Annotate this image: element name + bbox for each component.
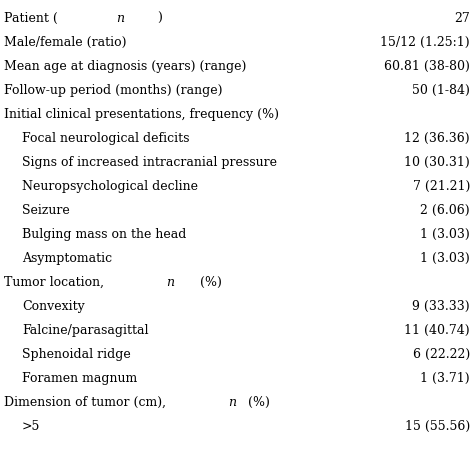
Text: Male/female (ratio): Male/female (ratio) <box>4 36 127 49</box>
Text: 7 (21.21): 7 (21.21) <box>413 180 470 193</box>
Text: Tumor location,: Tumor location, <box>4 276 108 289</box>
Text: 1 (3.03): 1 (3.03) <box>420 228 470 241</box>
Text: n: n <box>228 396 237 409</box>
Text: ): ) <box>157 12 162 25</box>
Text: Patient (: Patient ( <box>4 12 58 25</box>
Text: 1 (3.03): 1 (3.03) <box>420 252 470 265</box>
Text: Bulging mass on the head: Bulging mass on the head <box>22 228 186 241</box>
Text: 6 (22.22): 6 (22.22) <box>413 348 470 361</box>
Text: Signs of increased intracranial pressure: Signs of increased intracranial pressure <box>22 156 277 169</box>
Text: Mean age at diagnosis (years) (range): Mean age at diagnosis (years) (range) <box>4 60 246 73</box>
Text: n: n <box>116 12 124 25</box>
Text: Foramen magnum: Foramen magnum <box>22 372 137 385</box>
Text: 50 (1-84): 50 (1-84) <box>412 84 470 97</box>
Text: 2 (6.06): 2 (6.06) <box>420 204 470 217</box>
Text: (%): (%) <box>196 276 222 289</box>
Text: Convexity: Convexity <box>22 300 85 313</box>
Text: 12 (36.36): 12 (36.36) <box>404 132 470 145</box>
Text: 1 (3.71): 1 (3.71) <box>420 372 470 385</box>
Text: Neuropsychological decline: Neuropsychological decline <box>22 180 198 193</box>
Text: 27: 27 <box>454 12 470 25</box>
Text: 60.81 (38-80): 60.81 (38-80) <box>384 60 470 73</box>
Text: 10 (30.31): 10 (30.31) <box>404 156 470 169</box>
Text: Falcine/parasagittal: Falcine/parasagittal <box>22 324 148 337</box>
Text: Dimension of tumor (cm),: Dimension of tumor (cm), <box>4 396 170 409</box>
Text: Seizure: Seizure <box>22 204 70 217</box>
Text: Initial clinical presentations, frequency (%): Initial clinical presentations, frequenc… <box>4 108 279 121</box>
Text: 11 (40.74): 11 (40.74) <box>404 324 470 337</box>
Text: 15/12 (1.25:1): 15/12 (1.25:1) <box>380 36 470 49</box>
Text: Asymptomatic: Asymptomatic <box>22 252 112 265</box>
Text: >5: >5 <box>22 420 40 433</box>
Text: Sphenoidal ridge: Sphenoidal ridge <box>22 348 131 361</box>
Text: (%): (%) <box>244 396 270 409</box>
Text: n: n <box>166 276 174 289</box>
Text: 9 (33.33): 9 (33.33) <box>412 300 470 313</box>
Text: Focal neurological deficits: Focal neurological deficits <box>22 132 190 145</box>
Text: Follow-up period (months) (range): Follow-up period (months) (range) <box>4 84 222 97</box>
Text: 15 (55.56): 15 (55.56) <box>405 420 470 433</box>
